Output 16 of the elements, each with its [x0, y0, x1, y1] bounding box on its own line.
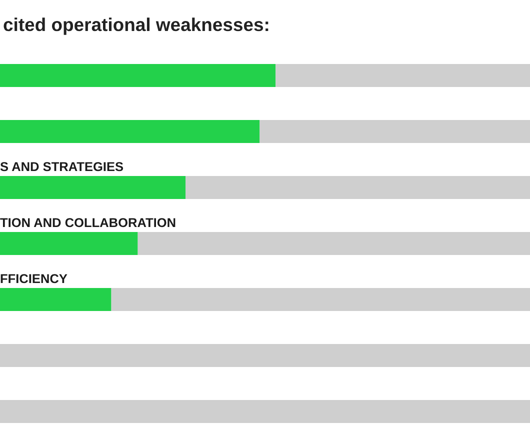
bar: [260, 120, 530, 143]
bar: [276, 64, 530, 87]
bar: [0, 176, 186, 199]
y-tick-label: TION AND COLLABORATION: [0, 218, 176, 228]
bar: [0, 344, 530, 367]
bar: [0, 120, 260, 143]
bar: [0, 232, 138, 255]
bar: [0, 400, 530, 423]
bar: [0, 288, 112, 311]
bar: [186, 176, 530, 199]
bar: [138, 232, 530, 255]
chart-title: cited operational weaknesses:: [4, 18, 268, 35]
y-tick-label: S AND STRATEGIES: [0, 162, 124, 172]
y-tick-label: FFICIENCY: [0, 274, 68, 284]
bar: [111, 288, 530, 311]
bar: [0, 64, 276, 87]
